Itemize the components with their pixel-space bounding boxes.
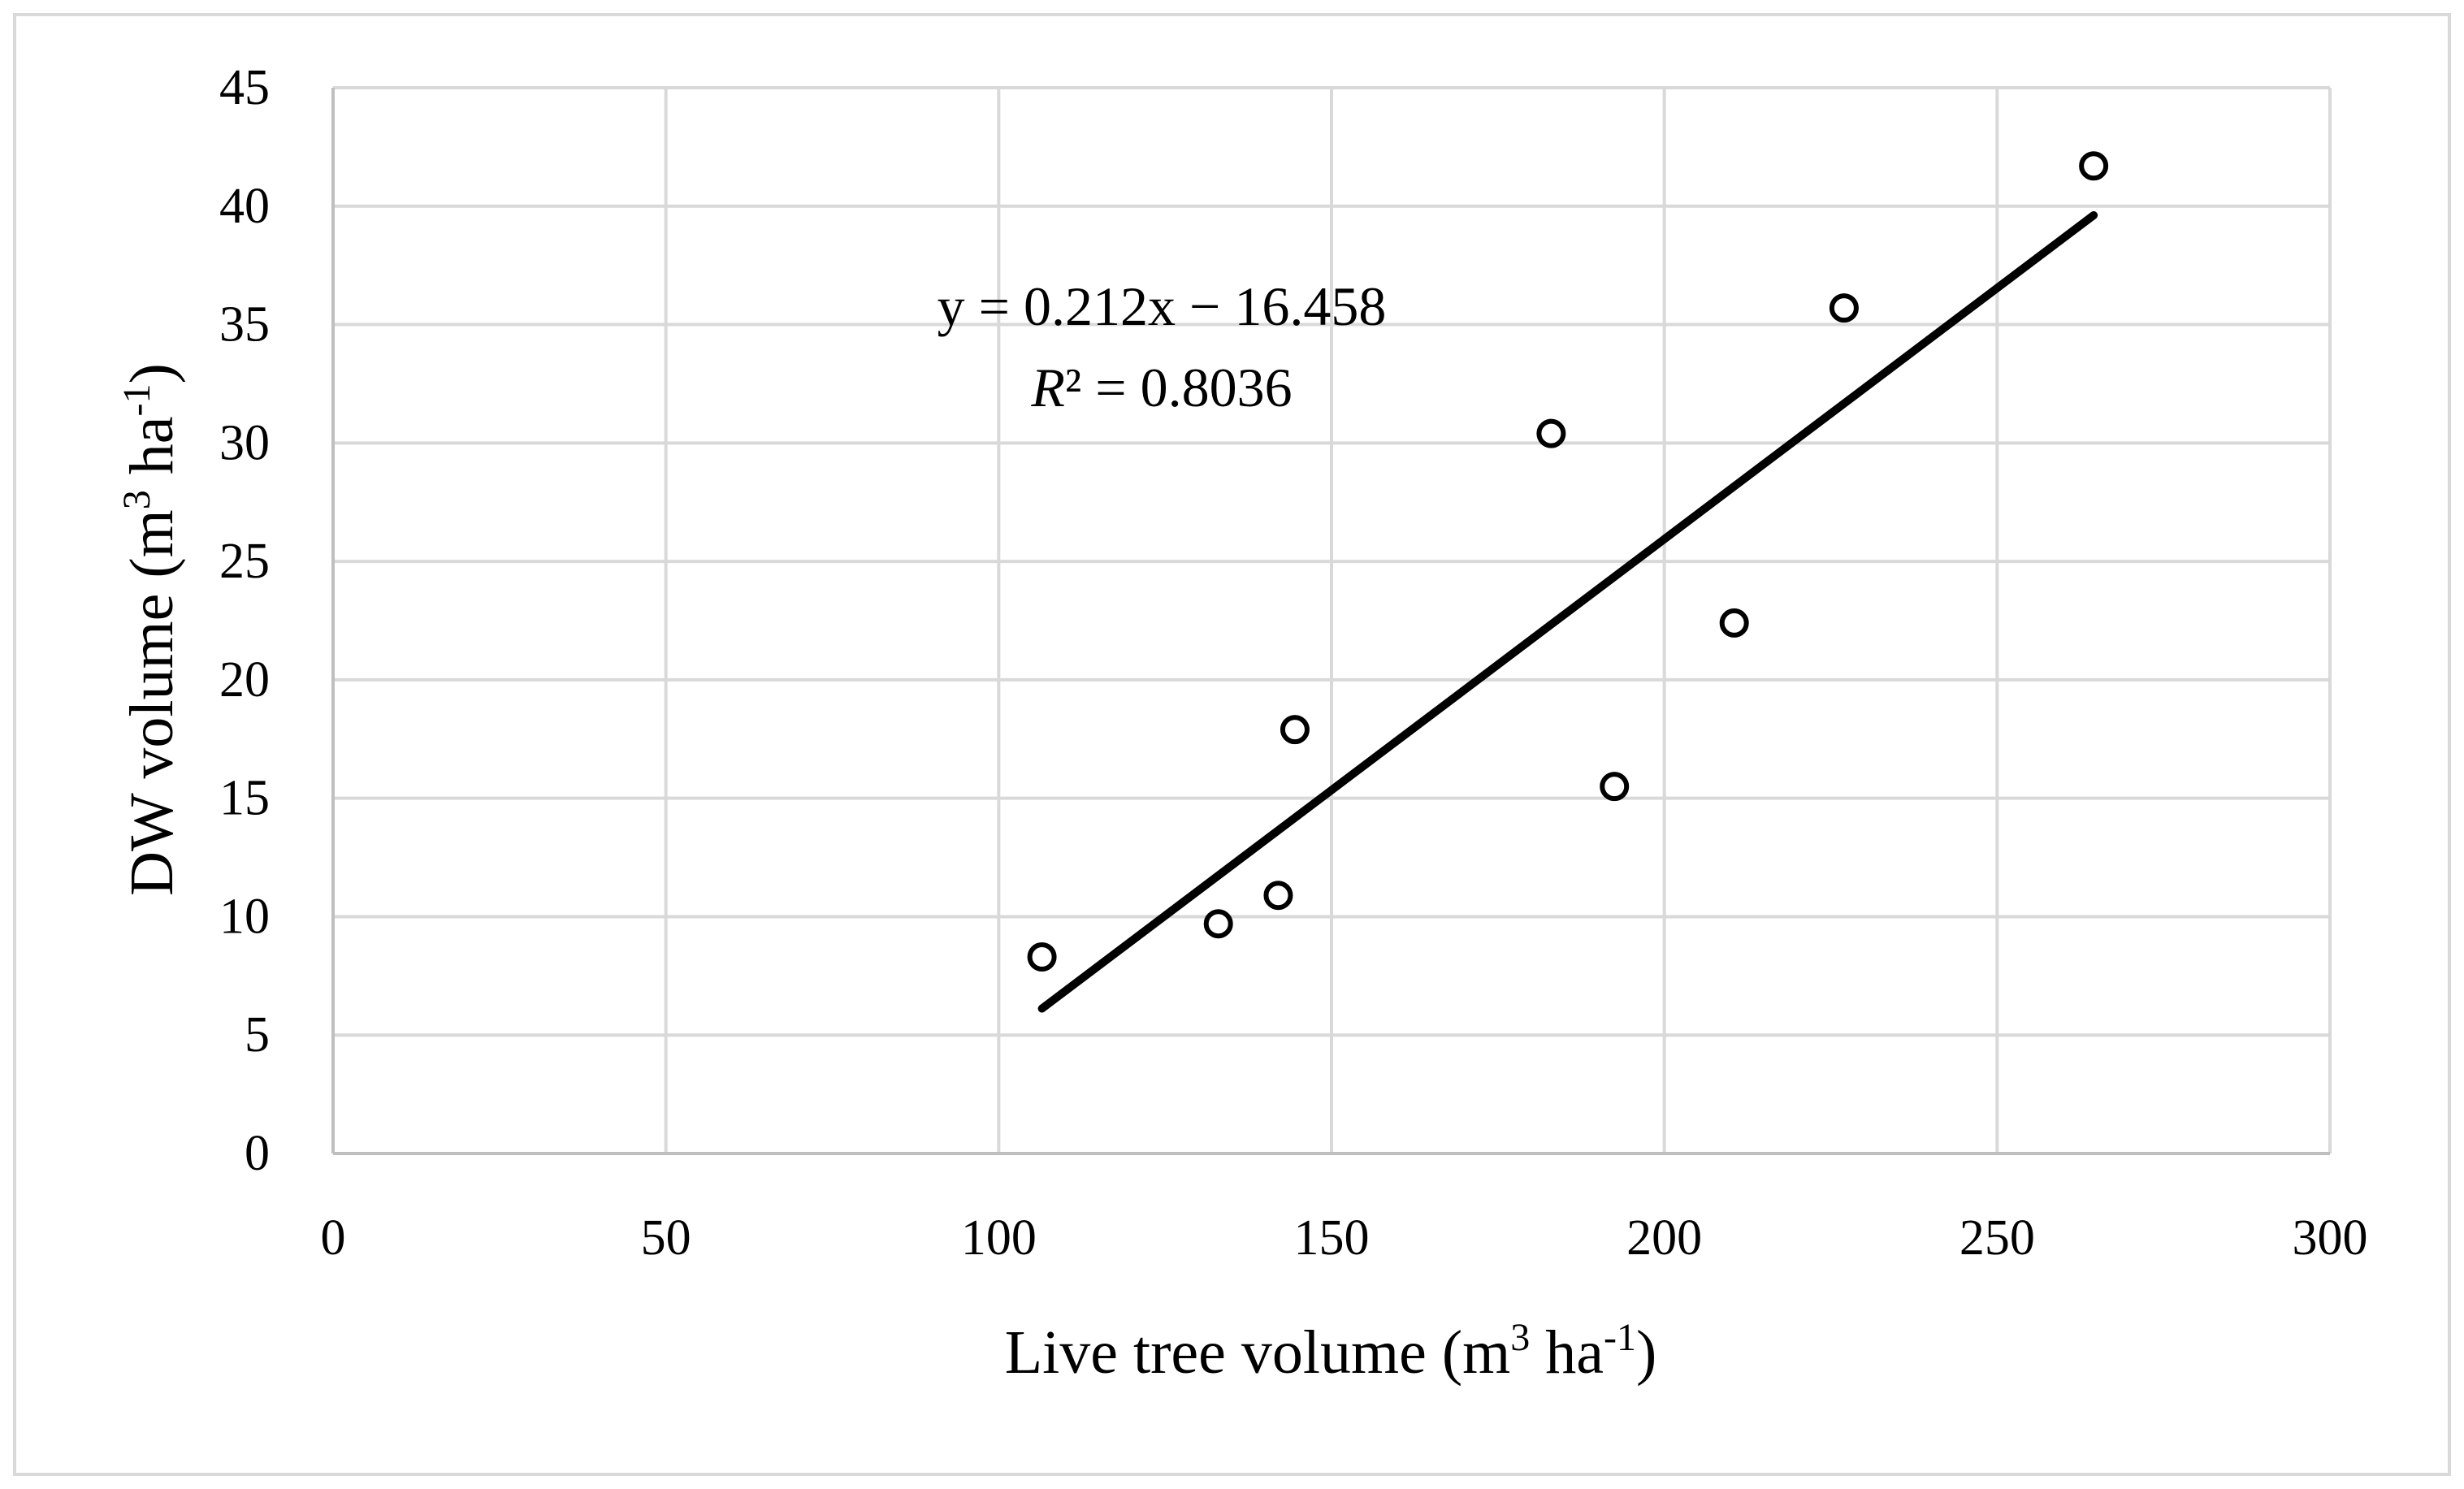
scatter-points — [1027, 151, 2109, 972]
y-tick-label: 20 — [219, 652, 270, 708]
data-point — [1203, 909, 1233, 939]
x-tick-label: 300 — [2293, 1210, 2368, 1266]
trendline — [1037, 210, 2098, 1013]
trendline-equation: y = 0.212x − 16.458 — [938, 275, 1387, 337]
data-point — [1027, 942, 1057, 972]
x-tick-label: 0 — [321, 1210, 346, 1266]
data-point — [1536, 418, 1566, 448]
r-squared-value: ² = 0.8036 — [1065, 357, 1293, 418]
x-tick-label: 200 — [1626, 1210, 1702, 1266]
y-axis-title: DW volume (m3 ha-1) — [115, 363, 186, 896]
x-tick-label: 250 — [1960, 1210, 2035, 1266]
y-tick-label: 5 — [245, 1007, 270, 1063]
data-point — [2079, 151, 2109, 181]
x-tick-labels: 0 50 100 150 200 250 300 — [321, 1210, 2368, 1266]
y-tick-label: 40 — [219, 179, 270, 234]
y-tick-label: 35 — [219, 297, 270, 353]
y-tick-labels: 0 5 10 15 20 25 30 35 40 45 — [219, 60, 270, 1181]
axes — [331, 88, 2330, 1155]
x-axis-title: Live tree volume (m3 ha-1) — [1005, 1316, 1657, 1387]
trendline-group — [1037, 210, 2098, 1013]
y-tick-label: 25 — [219, 534, 270, 589]
y-tick-label: 0 — [245, 1126, 270, 1181]
y-tick-label: 15 — [219, 771, 270, 826]
y-tick-label: 30 — [219, 415, 270, 470]
data-point — [1829, 293, 1859, 323]
data-point — [1263, 881, 1293, 911]
x-tick-label: 100 — [961, 1210, 1037, 1266]
data-point — [1280, 715, 1310, 745]
x-tick-label: 50 — [641, 1210, 691, 1266]
data-point — [1719, 608, 1749, 638]
r-squared-label: R² = 0.8036 — [1030, 357, 1292, 418]
y-tick-label: 10 — [219, 889, 270, 944]
r-squared-symbol: R — [1030, 357, 1065, 418]
y-tick-label: 45 — [219, 60, 270, 115]
data-point — [1600, 772, 1630, 802]
x-tick-label: 150 — [1294, 1210, 1370, 1266]
outer-border — [13, 13, 2451, 1476]
grid — [333, 86, 2332, 1154]
